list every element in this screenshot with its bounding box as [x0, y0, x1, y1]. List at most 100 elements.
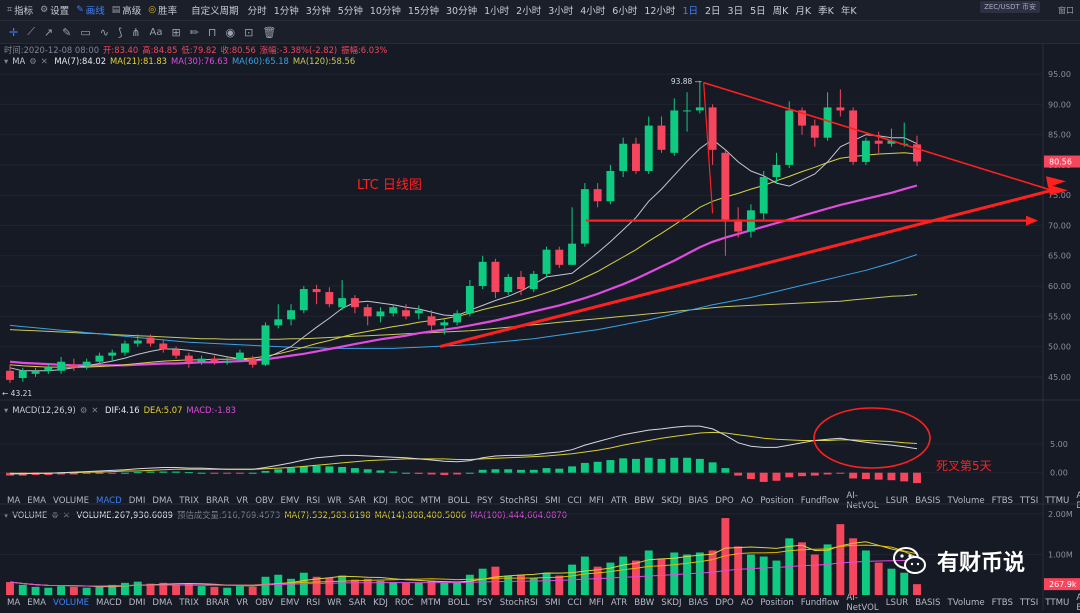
draw-button[interactable]: ✎ 画线: [76, 5, 105, 17]
interval-4[interactable]: 10分钟: [369, 6, 401, 17]
indicator-tab-ma[interactable]: MA: [7, 598, 21, 608]
indicator-tab-atr[interactable]: ATR: [610, 496, 628, 506]
indicators-button[interactable]: ⌗ 指标: [7, 5, 34, 17]
text-tool-icon[interactable]: Aa: [149, 26, 163, 38]
indicator-tab-rsi[interactable]: RSI: [306, 496, 321, 506]
indicator-tab-ao[interactable]: AO: [740, 496, 754, 506]
indicator-tab-dmi[interactable]: DMI: [128, 598, 146, 608]
indicator-tab-brar[interactable]: BRAR: [205, 496, 230, 506]
indicator-tab-wr[interactable]: WR: [327, 598, 342, 608]
indicator-tab-psy[interactable]: PSY: [476, 496, 493, 506]
indicator-tab-lsur[interactable]: LSUR: [885, 598, 909, 608]
indicator-tab-ttmu[interactable]: TTMU: [1045, 598, 1070, 608]
interval-16[interactable]: 5日: [750, 6, 766, 17]
rectangle-tool-icon[interactable]: ▭: [80, 25, 91, 39]
indicator-tab-cci[interactable]: CCI: [567, 598, 582, 608]
indicator-tab-rsi[interactable]: RSI: [306, 598, 321, 608]
indicator-tab-bias[interactable]: BIAS: [688, 496, 709, 506]
indicator-tab-bbw[interactable]: BBW: [634, 598, 655, 608]
settings-icon[interactable]: ⚙: [29, 56, 37, 66]
interval-17[interactable]: 周K: [772, 6, 789, 17]
fork-tool-icon[interactable]: ⋔: [131, 25, 141, 39]
indicator-tab-dma[interactable]: DMA: [152, 496, 173, 506]
indicator-tab-boll[interactable]: BOLL: [447, 496, 470, 506]
pen-tool-icon[interactable]: ✎: [62, 25, 72, 39]
indicator-tab-kdj[interactable]: KDJ: [373, 496, 388, 506]
lock-icon[interactable]: ⊡: [244, 25, 254, 39]
indicator-tab-vr[interactable]: VR: [236, 598, 249, 608]
indicator-tab-macd[interactable]: MACD: [96, 598, 122, 608]
trash-icon[interactable]: 🗑: [262, 25, 277, 39]
interval-6[interactable]: 30分钟: [446, 6, 478, 17]
indicator-tab-fundflow[interactable]: Fundflow: [800, 598, 840, 608]
interval-10[interactable]: 4小时: [580, 6, 606, 17]
interval-13[interactable]: 1日: [682, 6, 698, 17]
indicator-tab-mfi[interactable]: MFI: [588, 496, 604, 506]
indicator-tab-ai-bsi[interactable]: AI-BSI: [1076, 491, 1080, 511]
indicator-tab-trix[interactable]: TRIX: [179, 598, 199, 608]
indicator-tab-kdj[interactable]: KDJ: [373, 598, 388, 608]
indicator-tab-roc[interactable]: ROC: [394, 496, 414, 506]
settings-icon[interactable]: ⚙: [79, 405, 88, 415]
grid-tool-icon[interactable]: ⊞: [171, 25, 181, 39]
indicator-tab-emv[interactable]: EMV: [280, 496, 300, 506]
indicator-tab-boll[interactable]: BOLL: [447, 598, 470, 608]
indicator-tab-roc[interactable]: ROC: [394, 598, 414, 608]
line-tool-icon[interactable]: ⟋: [27, 25, 35, 38]
interval-9[interactable]: 3小时: [548, 6, 574, 17]
eye-icon[interactable]: ◉: [225, 25, 236, 39]
indicator-tab-bbw[interactable]: BBW: [634, 496, 655, 506]
indicator-tab-tvolume[interactable]: TVolume: [947, 598, 985, 608]
indicator-tab-cci[interactable]: CCI: [567, 496, 582, 506]
indicator-tab-position[interactable]: Position: [760, 598, 794, 608]
indicator-tab-ttmu[interactable]: TTMU: [1045, 496, 1070, 506]
indicator-tab-vr[interactable]: VR: [236, 496, 249, 506]
interval-5[interactable]: 15分钟: [407, 6, 440, 17]
indicator-tab-ao[interactable]: AO: [740, 598, 754, 608]
magnet-icon[interactable]: ⊓: [207, 25, 217, 39]
settings-button[interactable]: ⚙ 设置: [40, 5, 70, 17]
indicator-tab-mtm[interactable]: MTM: [420, 496, 441, 506]
indicator-tab-ma[interactable]: MA: [7, 496, 21, 506]
indicator-tab-ai-bsi[interactable]: AI-BSI: [1076, 593, 1080, 613]
indicator-tab-obv[interactable]: OBV: [255, 496, 274, 506]
indicator-tab-lsur[interactable]: LSUR: [885, 496, 909, 506]
indicator-tab-atr[interactable]: ATR: [610, 598, 628, 608]
interval-0[interactable]: 分时: [247, 6, 267, 17]
collapse-icon[interactable]: ▾: [4, 510, 9, 520]
advanced-button[interactable]: ▤ 高级: [111, 5, 142, 17]
pencil-tool-icon[interactable]: ✏: [189, 25, 199, 39]
indicator-tab-wr[interactable]: WR: [327, 496, 342, 506]
indicator-tab-ftbs[interactable]: FTBS: [991, 496, 1013, 506]
interval-7[interactable]: 1小时: [484, 6, 510, 17]
indicator-tab-ftbs[interactable]: FTBS: [991, 598, 1013, 608]
interval-18[interactable]: 月K: [795, 6, 812, 17]
indicator-tab-ema[interactable]: EMA: [27, 496, 47, 506]
indicator-tab-brar[interactable]: BRAR: [205, 598, 230, 608]
interval-15[interactable]: 3日: [727, 6, 744, 17]
custom-period-button[interactable]: 自定义周期: [191, 6, 239, 17]
window-button[interactable]: 窗口: [1058, 6, 1074, 15]
indicator-tab-skdj[interactable]: SKDJ: [661, 598, 682, 608]
interval-8[interactable]: 2小时: [516, 6, 542, 17]
indicator-tab-basis[interactable]: BASIS: [915, 496, 941, 506]
winrate-button[interactable]: ◎ 胜率: [148, 5, 178, 17]
indicator-tab-volume[interactable]: VOLUME: [53, 496, 90, 506]
indicator-tab-psy[interactable]: PSY: [476, 598, 493, 608]
indicator-tab-dmi[interactable]: DMI: [128, 496, 146, 506]
interval-11[interactable]: 6小时: [612, 6, 638, 17]
interval-19[interactable]: 季K: [818, 6, 834, 17]
crosshair-icon[interactable]: ✛: [9, 25, 19, 39]
indicator-tab-dpo[interactable]: DPO: [715, 598, 734, 608]
curve-tool-icon[interactable]: ∿: [99, 25, 109, 39]
indicator-tab-ai-netvol[interactable]: AI-NetVOL: [846, 593, 879, 613]
indicator-tab-mtm[interactable]: MTM: [420, 598, 441, 608]
indicator-tab-basis[interactable]: BASIS: [915, 598, 941, 608]
collapse-icon[interactable]: ▾: [4, 405, 9, 415]
indicator-tab-stochrsi[interactable]: StochRSI: [499, 496, 538, 506]
indicator-tab-skdj[interactable]: SKDJ: [661, 496, 682, 506]
close-icon[interactable]: ✕: [91, 405, 99, 415]
indicator-tab-tvolume[interactable]: TVolume: [947, 496, 985, 506]
indicator-tab-obv[interactable]: OBV: [255, 598, 274, 608]
